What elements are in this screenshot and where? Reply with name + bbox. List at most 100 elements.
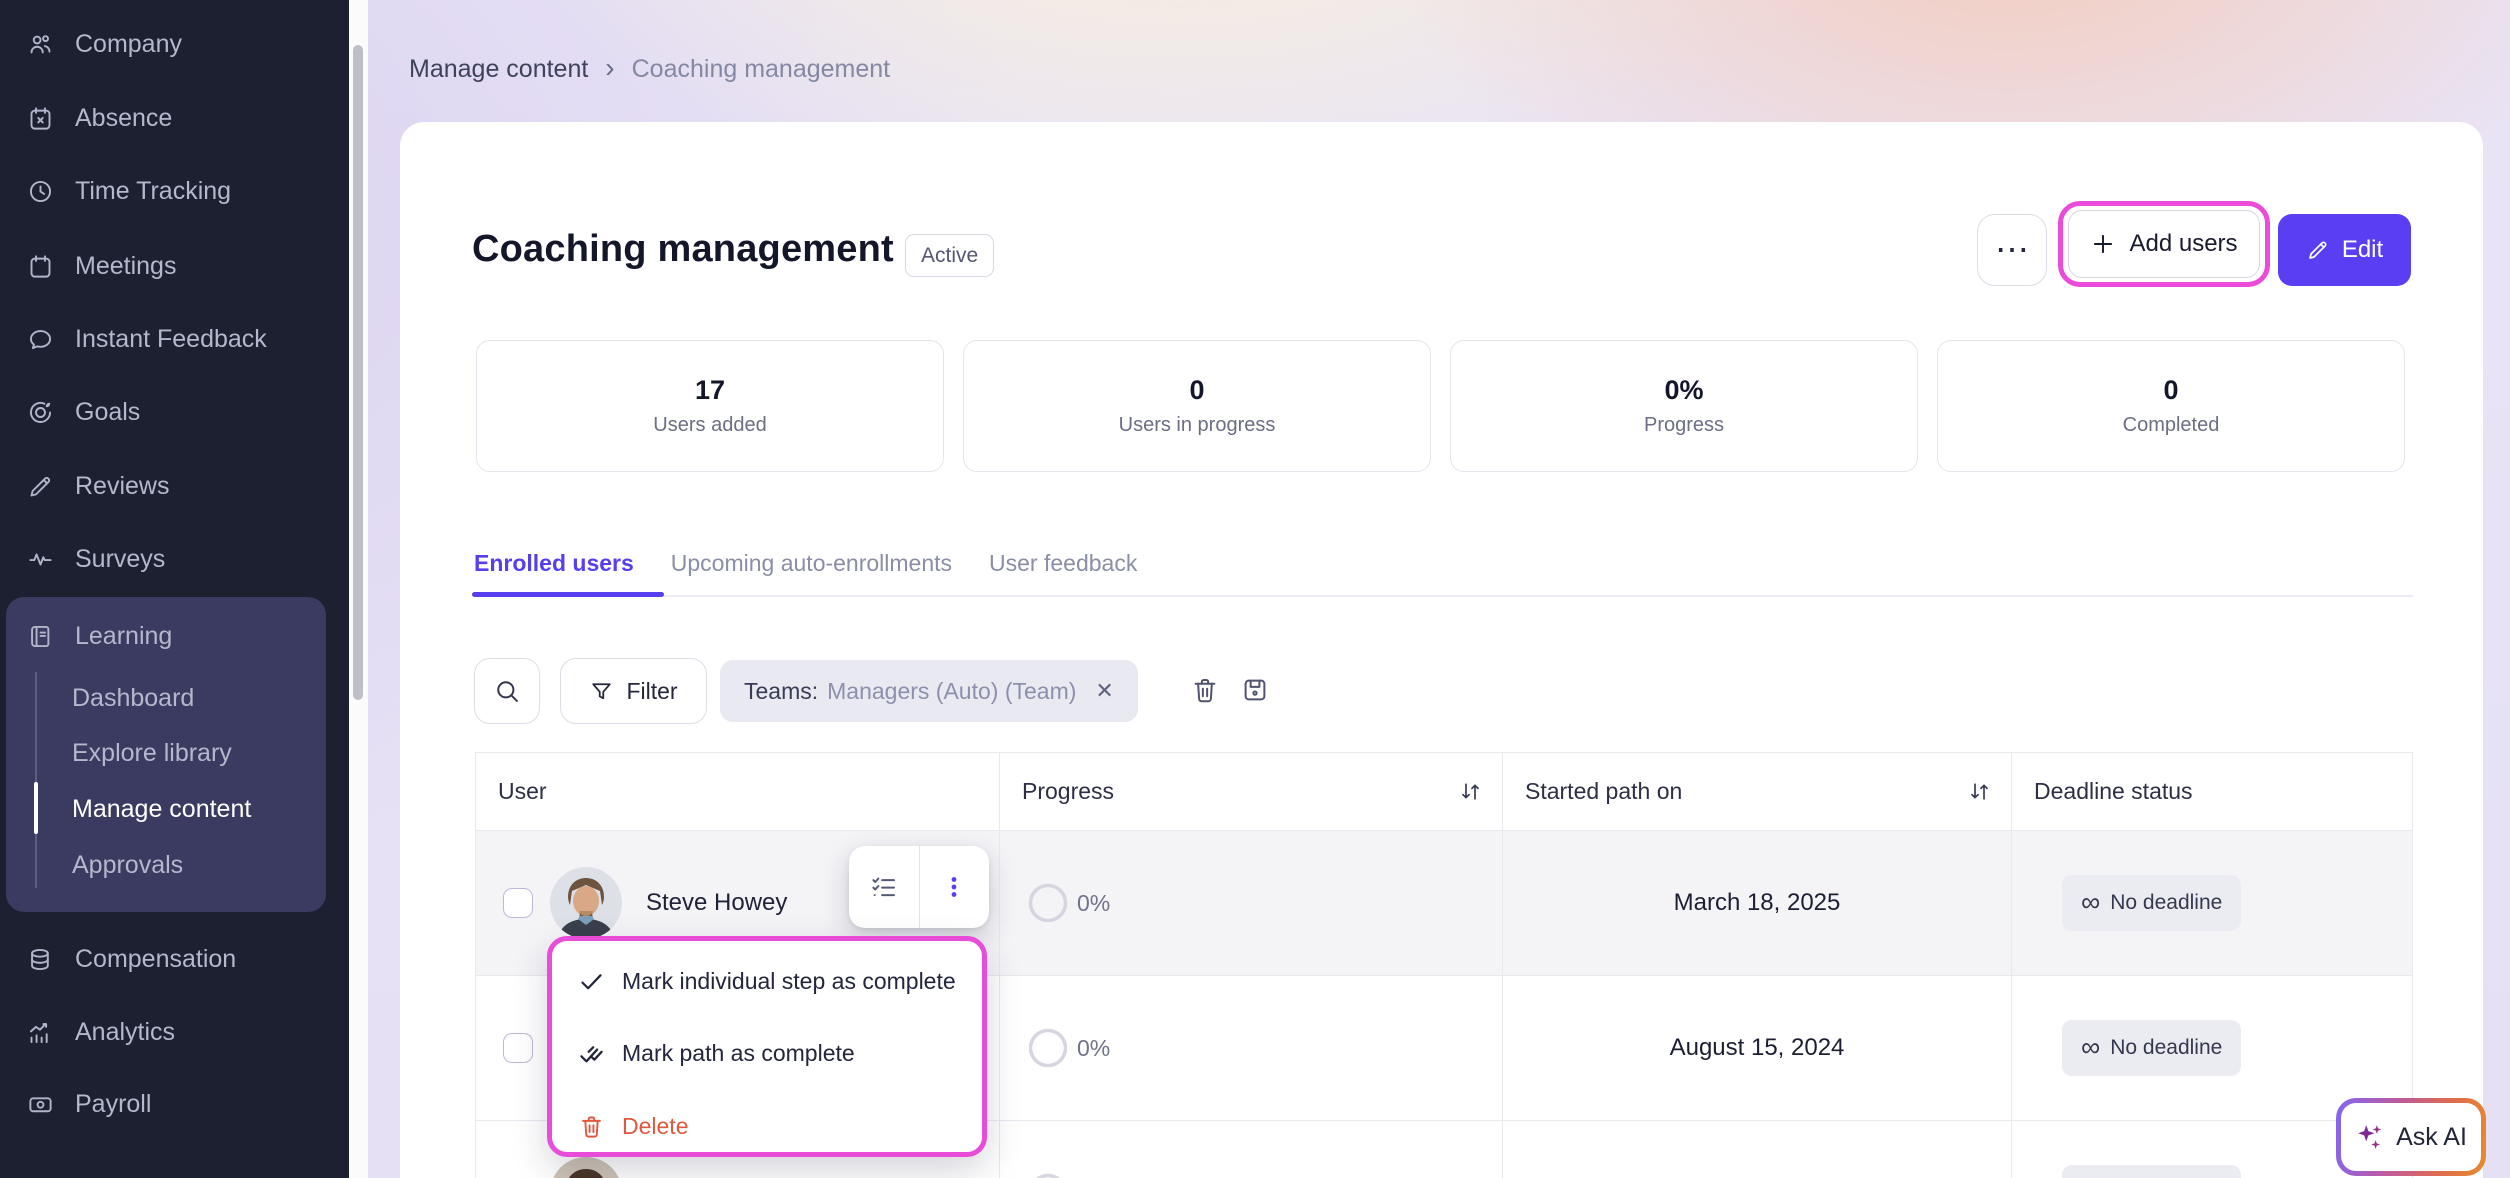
sidebar-item-payroll[interactable]: Payroll [27,1090,151,1118]
avatar-steve-howey [550,867,622,939]
column-header-deadline-status: Deadline status [2012,753,2412,831]
delete-filter-icon[interactable] [1190,675,1220,705]
deadline-badge: ∞ No deadline [2062,1020,2242,1076]
people-icon [27,31,54,58]
user-name: Steve Howey [646,889,788,916]
pencil-icon [2306,238,2330,262]
content-card: Coaching management Active ⋯ Add users E… [400,122,2483,1178]
column-header-label: Deadline status [2034,778,2193,804]
progress-value: 0% [1077,1034,1111,1061]
filter-label: Filter [626,677,678,704]
coins-icon [27,946,54,973]
column-header-started-path-on: Started path on [1503,753,2012,831]
sidebar-item-instant-feedback[interactable]: Instant Feedback [27,325,267,353]
breadcrumb-parent[interactable]: Manage content [409,55,589,83]
sidebar-item-meetings[interactable]: Meetings [27,252,176,280]
deadline-badge: ∞ No deadline [2062,875,2242,931]
sidebar-item-label: Goals [75,397,141,426]
sidebar-item-analytics[interactable]: Analytics [27,1018,175,1046]
deadline-badge: ∞ No deadline [2062,1165,2242,1178]
tab-user-feedback[interactable]: User feedback [989,550,1138,576]
stat-label: Progress [1643,414,1725,436]
sidebar-item-label: Absence [75,103,173,132]
menu-item-label: Mark individual step as complete [622,967,956,994]
infinity-icon: ∞ [2081,886,2101,917]
sidebar-item-surveys[interactable]: Surveys [27,545,165,573]
active-tab-underline [472,592,664,597]
sidebar-item-label: Meetings [75,251,177,280]
menu-item-mark-individual-step[interactable]: Mark individual step as complete [578,966,956,996]
add-users-highlight-ring: Add users [2058,201,2270,287]
row-menu-button[interactable] [918,846,990,928]
sidebar-item-learning[interactable]: Learning [27,622,172,650]
chip-close-icon[interactable]: ✕ [1095,678,1114,703]
sidebar-subitem-manage-content[interactable]: Manage content [72,795,251,823]
sidebar-subitem-label: Explore library [72,738,232,767]
started-path-cell: August 15, 2024 [1503,976,2012,1121]
filter-chip-teams[interactable]: Teams: Managers (Auto) (Team) ✕ [720,660,1138,722]
progress-ring [1035,1173,1061,1178]
started-path-cell: March 18, 2025 [1503,831,2012,976]
column-header-user: User [476,753,1000,831]
sidebar-subitem-approvals[interactable]: Approvals [72,851,183,879]
menu-item-mark-path-complete[interactable]: Mark path as complete [578,1038,855,1068]
mark-steps-button[interactable] [849,846,919,928]
sidebar-item-absence[interactable]: Absence [27,104,172,132]
sidebar-subitem-dashboard[interactable]: Dashboard [72,684,194,712]
sidebar-item-label: Time Tracking [75,176,232,205]
filter-button[interactable]: Filter [560,658,707,724]
progress-cell: 0% [1000,976,1503,1121]
save-filter-icon[interactable] [1240,675,1270,705]
sidebar-subitem-label: Approvals [72,850,184,879]
sidebar-item-goals[interactable]: Goals [27,398,140,426]
more-options-button[interactable]: ⋯ [1977,214,2047,286]
sidebar-item-label: Surveys [75,544,166,573]
sidebar-subitem-explore-library[interactable]: Explore library [72,739,232,767]
add-users-label: Add users [2129,230,2238,257]
scrollbar-thumb[interactable] [353,45,363,700]
sort-icon[interactable] [1966,778,1993,805]
sidebar-item-company[interactable]: Company [27,30,182,58]
sidebar-subnav-active-indicator [34,782,38,834]
breadcrumb-separator-icon: › [605,52,615,83]
progress-cell [1000,1121,1503,1178]
tab-upcoming-auto-enrollments[interactable]: Upcoming auto-enrollments [670,550,953,576]
edit-button[interactable]: Edit [2278,214,2411,286]
tabs-divider [475,595,2413,597]
menu-item-delete[interactable]: Delete [578,1111,688,1141]
row-checkbox[interactable] [503,888,533,918]
search-button[interactable] [474,658,540,724]
infinity-icon: ∞ [2081,1031,2101,1062]
tab-enrolled-users[interactable]: Enrolled users [474,550,634,576]
chat-bubble-icon [27,326,54,353]
sidebar-item-reviews[interactable]: Reviews [27,472,169,500]
ask-ai-button[interactable]: Ask AI [2336,1098,2486,1176]
column-header-progress: Progress [1000,753,1503,831]
double-check-icon [578,1040,605,1067]
sidebar-item-label: Compensation [75,944,237,973]
stat-card-users-in-progress: 0 Users in progress [963,340,1431,472]
deadline-cell: ∞ No deadline [2012,976,2412,1121]
column-header-label: Started path on [1525,778,1683,804]
ask-ai-label: Ask AI [2396,1122,2467,1151]
add-users-button[interactable]: Add users [2068,210,2260,278]
tab-bar: Enrolled users Upcoming auto-enrollments… [472,550,1139,577]
menu-item-label: Delete [622,1112,689,1139]
sidebar-item-time-tracking[interactable]: Time Tracking [27,177,231,205]
stat-label: Completed [2122,414,2220,436]
progress-ring [1028,883,1068,923]
progress-ring [1028,1028,1068,1068]
sort-icon[interactable] [1457,778,1484,805]
sidebar-item-compensation[interactable]: Compensation [27,945,236,973]
deadline-cell: ∞ No deadline [2012,1121,2412,1178]
edit-label: Edit [2341,236,2384,263]
filter-chip-key: Teams: [744,677,819,704]
page-title: Coaching management [472,228,894,270]
stat-value: 0% [1664,375,1704,405]
enrolled-users-table: User Progress Started path on Deadline s… [475,752,2413,1178]
user-cell [476,1121,1000,1178]
pulse-icon [27,546,54,573]
deadline-label: No deadline [2110,1036,2223,1059]
row-checkbox[interactable] [503,1033,533,1063]
avatar [550,1157,622,1178]
